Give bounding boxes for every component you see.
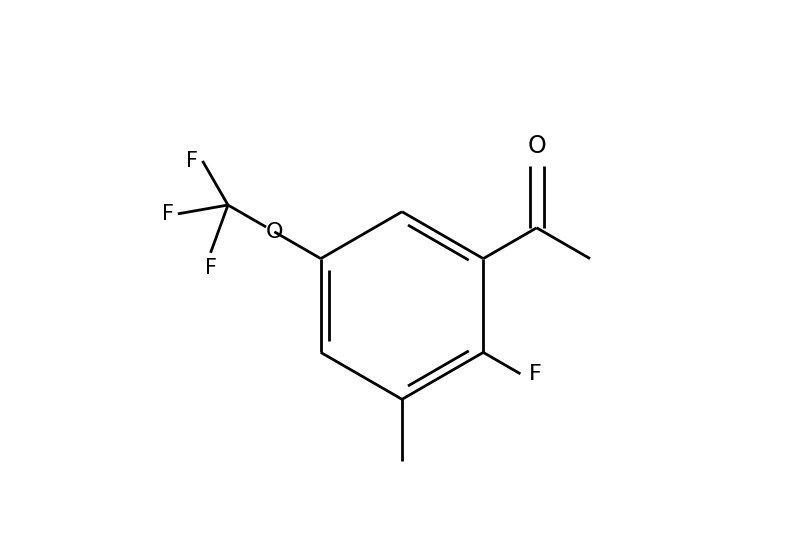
Text: O: O — [266, 222, 283, 242]
Text: F: F — [205, 258, 217, 278]
Text: F: F — [186, 151, 199, 171]
Text: F: F — [162, 204, 173, 224]
Text: O: O — [527, 134, 546, 158]
Text: F: F — [529, 364, 541, 384]
